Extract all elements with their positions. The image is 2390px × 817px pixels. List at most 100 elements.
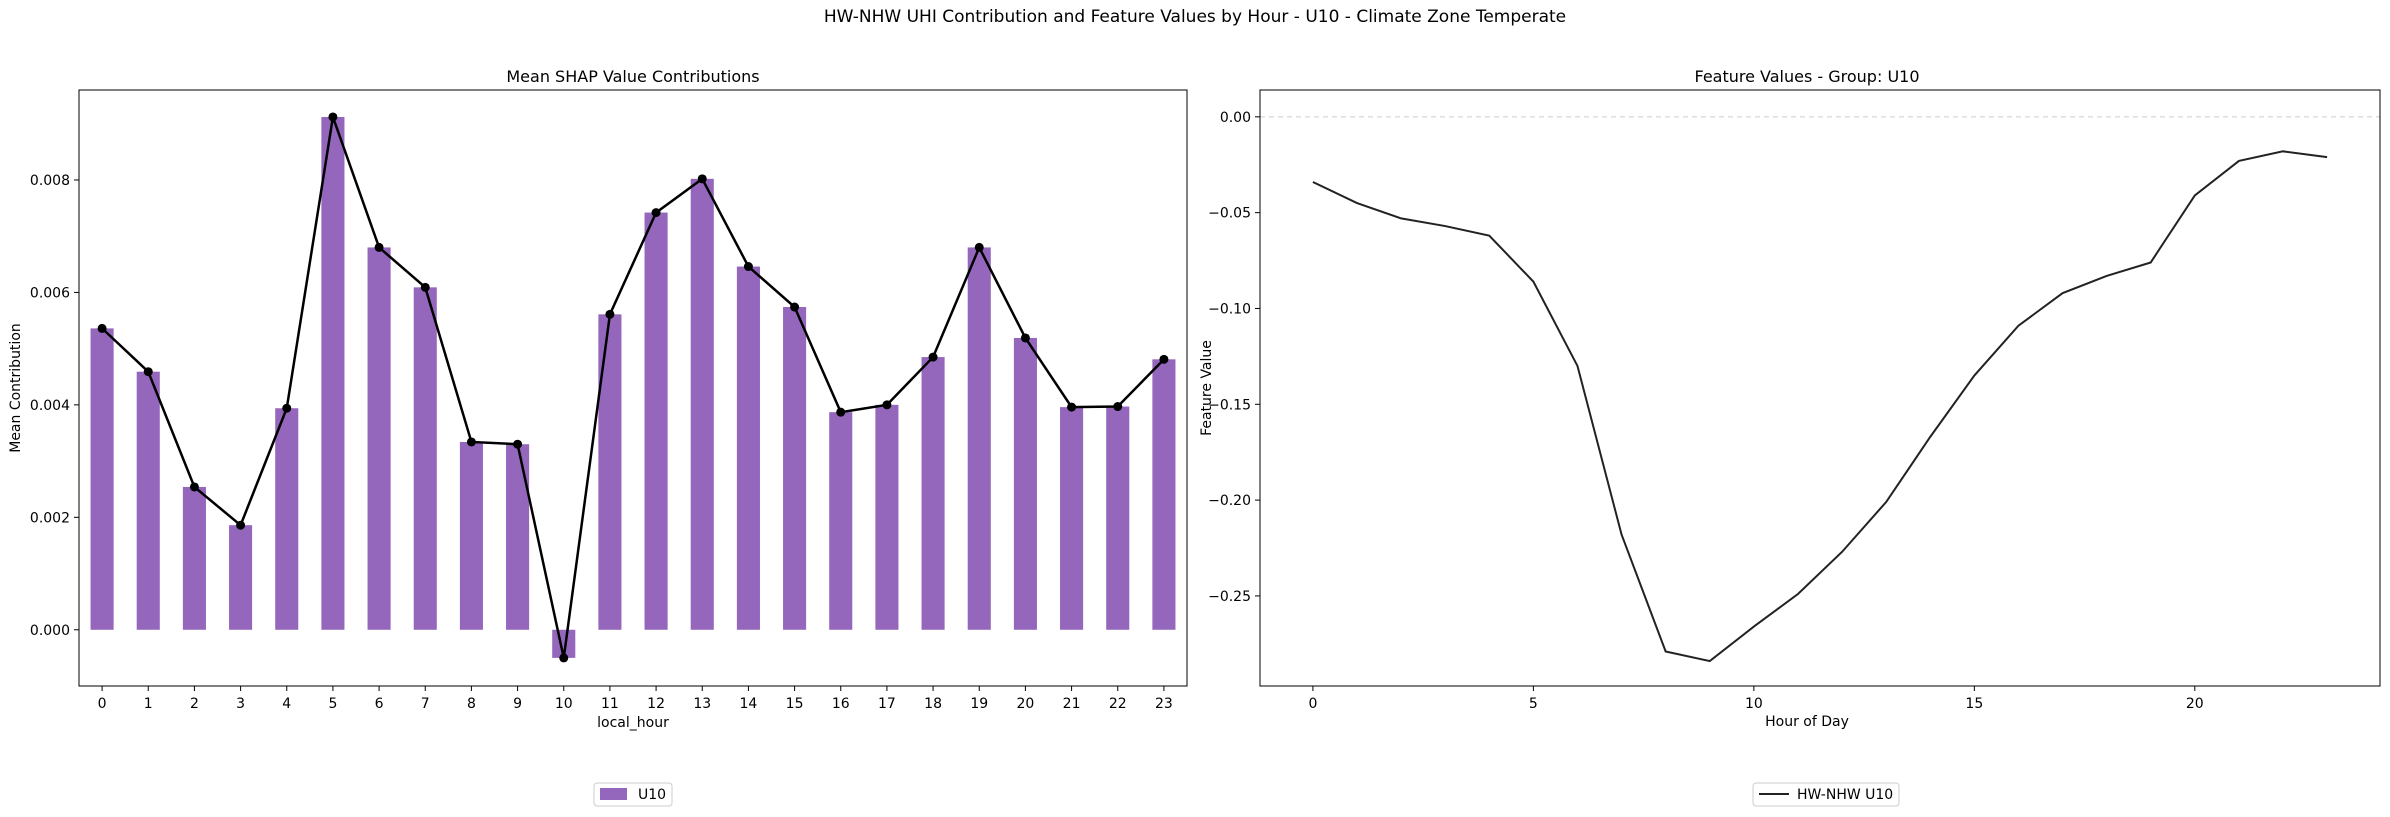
- x-tick-label: 4: [282, 696, 291, 712]
- line-point: [143, 367, 153, 377]
- x-tick-label: 20: [1017, 696, 1035, 712]
- line-point: [466, 437, 476, 447]
- shap-legend-label: U10: [638, 787, 666, 803]
- x-tick-label: 10: [555, 696, 573, 712]
- line-point: [882, 400, 892, 410]
- line-point: [836, 407, 846, 417]
- x-tick-label: 9: [513, 696, 522, 712]
- x-tick-label: 18: [924, 696, 942, 712]
- line-point: [374, 242, 384, 252]
- bar: [90, 328, 114, 630]
- shap-line-overlay: [97, 112, 1169, 663]
- feature-y-ticks: 0.00 −0.05 −0.10 −0.15 −0.20 −0.25: [1208, 110, 1260, 605]
- line-point: [651, 208, 661, 218]
- bar: [875, 404, 899, 630]
- shap-x-ticks: 0 1 2 3 4 5 6 7 8 9 10 11 12 13 14 15 16 17 18 19 20 21 22 23: [98, 686, 1173, 712]
- line-point: [743, 262, 753, 272]
- bar: [459, 441, 483, 630]
- x-tick-label: 10: [1745, 696, 1763, 712]
- feature-legend: HW-NHW U10: [1752, 782, 1900, 807]
- line-point: [420, 282, 430, 292]
- line-point: [328, 112, 338, 122]
- line-point: [513, 439, 523, 449]
- line-point: [1159, 354, 1169, 364]
- x-tick-label: 20: [2186, 696, 2204, 712]
- feature-legend-label: HW-NHW U10: [1797, 787, 1893, 803]
- bar: [367, 247, 391, 630]
- x-tick-label: 7: [421, 696, 430, 712]
- line-point: [559, 653, 569, 663]
- line-point: [1020, 333, 1030, 343]
- bar: [321, 116, 345, 630]
- feature-plot-frame: [1259, 89, 2381, 687]
- line-point: [928, 352, 938, 362]
- x-tick-label: 15: [1965, 696, 1983, 712]
- x-tick-label: 17: [878, 696, 896, 712]
- line-point: [790, 302, 800, 312]
- bar: [921, 357, 945, 630]
- shap-legend-swatch: [600, 788, 627, 800]
- shap-trend-line: [101, 116, 1165, 659]
- bar: [1106, 406, 1130, 630]
- bar: [275, 408, 299, 630]
- line-point: [974, 242, 984, 252]
- y-tick-label: −0.10: [1208, 301, 1251, 317]
- shap-chart-title: Mean SHAP Value Contributions: [506, 67, 759, 86]
- x-tick-label: 22: [1109, 696, 1127, 712]
- x-tick-label: 14: [740, 696, 758, 712]
- line-point: [236, 520, 246, 530]
- line-point: [282, 403, 292, 413]
- x-tick-label: 0: [1308, 696, 1317, 712]
- y-tick-label: 0.000: [30, 623, 70, 639]
- shap-y-axis-label: Mean Contribution: [8, 323, 24, 453]
- shap-bars: [90, 116, 1176, 658]
- bar: [690, 178, 714, 630]
- bar: [967, 247, 991, 630]
- bar: [413, 287, 437, 630]
- feature-x-axis-label: Hour of Day: [1765, 714, 1849, 730]
- figure-suptitle: HW-NHW UHI Contribution and Feature Valu…: [824, 7, 1566, 27]
- x-tick-label: 3: [236, 696, 245, 712]
- y-tick-label: −0.20: [1208, 493, 1251, 509]
- y-tick-label: 0.008: [30, 173, 70, 189]
- bar: [1060, 407, 1084, 630]
- shap-y-ticks: 0.000 0.002 0.004 0.006 0.008: [30, 173, 79, 639]
- feature-legend-box: [1752, 782, 1900, 807]
- y-tick-label: 0.00: [1220, 110, 1251, 126]
- y-tick-label: 0.002: [30, 510, 70, 526]
- x-tick-label: 1: [144, 696, 153, 712]
- x-tick-label: 2: [190, 696, 199, 712]
- x-tick-label: 6: [375, 696, 384, 712]
- x-tick-label: 19: [970, 696, 988, 712]
- shap-legend: U10: [593, 782, 673, 807]
- bar: [644, 212, 668, 630]
- bar: [829, 412, 853, 630]
- feature-chart-title: Feature Values - Group: U10: [1694, 67, 1919, 86]
- x-tick-label: 12: [647, 696, 665, 712]
- x-tick-label: 5: [1529, 696, 1538, 712]
- feature-y-axis-label: Feature Value: [1199, 340, 1215, 436]
- x-tick-label: 15: [786, 696, 804, 712]
- y-tick-label: 0.004: [30, 398, 70, 414]
- bar: [1152, 359, 1176, 630]
- feature-x-ticks: 0 5 10 15 20: [1308, 686, 2204, 712]
- bar: [1013, 337, 1037, 630]
- line-point: [1113, 402, 1123, 412]
- bar: [136, 371, 160, 630]
- shap-x-axis-label: local_hour: [597, 715, 669, 731]
- y-tick-label: −0.25: [1208, 589, 1251, 605]
- shap-plot-frame: [78, 89, 1188, 687]
- bar: [736, 266, 760, 630]
- y-tick-label: −0.15: [1208, 397, 1251, 413]
- bar: [506, 444, 530, 630]
- feature-value-chart: Feature Values - Group: U10 0 5 10 15 20 0.0…: [1199, 67, 2381, 807]
- y-tick-label: −0.05: [1208, 206, 1251, 222]
- y-tick-label: 0.006: [30, 285, 70, 301]
- line-point: [97, 323, 107, 333]
- x-tick-label: 5: [328, 696, 337, 712]
- bar: [229, 525, 253, 630]
- x-tick-label: 23: [1155, 696, 1173, 712]
- x-tick-label: 16: [832, 696, 850, 712]
